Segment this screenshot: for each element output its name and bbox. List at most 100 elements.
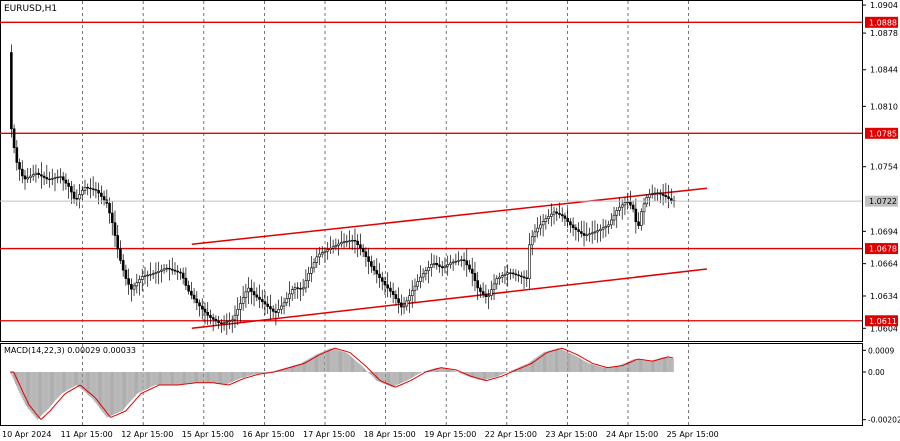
macd-histogram — [10, 348, 674, 420]
candle-body — [438, 264, 441, 267]
candle-body — [503, 273, 507, 276]
time-tick-label: 11 Apr 15:00 — [61, 430, 113, 439]
candle-body — [230, 319, 234, 322]
candle-body — [476, 280, 479, 289]
candle-body — [165, 267, 169, 270]
candle-body — [293, 287, 297, 290]
candle-body — [345, 240, 349, 243]
macd-signal-line — [10, 347, 674, 420]
candle-body — [217, 320, 220, 323]
candle-body — [320, 252, 324, 255]
candle-body — [370, 261, 373, 267]
candle-body — [555, 211, 559, 214]
candle-body — [315, 256, 319, 263]
candle-body — [626, 201, 629, 204]
candle-body — [380, 277, 384, 282]
candle-body — [263, 301, 267, 305]
candle-body — [596, 230, 599, 233]
candle-body — [612, 214, 616, 221]
level-tag-box — [865, 16, 898, 28]
candle-body — [416, 281, 419, 287]
candle-body — [610, 219, 613, 226]
candle-body — [225, 321, 229, 324]
candle-body — [260, 299, 264, 302]
candle-body — [214, 318, 218, 322]
macd-tick-label: -0.00202 — [868, 416, 900, 425]
candle-body — [449, 262, 452, 265]
candle-body — [271, 308, 275, 312]
candle-body — [574, 227, 578, 230]
candle-body — [528, 244, 531, 280]
level-tag-label: 1.0678 — [869, 245, 897, 254]
candle-body — [391, 291, 395, 295]
candle-body — [37, 172, 40, 175]
price-tick-label: 1.0634 — [870, 292, 898, 301]
candle-body — [143, 275, 147, 277]
candle-body — [146, 274, 150, 277]
candle-body — [323, 250, 327, 253]
candle-body — [31, 174, 35, 177]
candle-body — [132, 285, 136, 290]
price-tick-label: 1.0810 — [870, 102, 898, 111]
candle-body — [492, 283, 496, 291]
channel-line-upper — [191, 187, 707, 246]
candle-body — [241, 297, 245, 304]
candle-body — [558, 212, 561, 215]
candle-body — [506, 272, 509, 275]
candle-body — [18, 162, 21, 170]
candle-body — [110, 212, 114, 224]
candle-body — [113, 222, 117, 236]
candle-body — [495, 278, 499, 285]
candle-body — [326, 249, 329, 252]
candle-body — [408, 295, 411, 302]
candle-body — [29, 175, 32, 178]
candle-body — [102, 196, 106, 201]
candle-body — [304, 280, 308, 289]
level-tag-box — [865, 315, 898, 327]
macd-panel: MACD(14,22,3) 0.00029 0.00033 0.00090.00… — [0, 343, 900, 426]
candle-body — [599, 228, 602, 231]
candle-body — [667, 196, 670, 199]
candle-body — [119, 248, 122, 261]
candle-body — [42, 175, 46, 178]
candle-body — [258, 296, 261, 300]
candle-body — [340, 242, 343, 245]
candle-body — [124, 269, 128, 279]
candle-body — [604, 226, 608, 229]
current-price-tag-box — [865, 195, 898, 207]
candle-body — [590, 232, 594, 235]
candle-body — [664, 195, 668, 198]
channel-lines — [191, 187, 707, 330]
candle-body — [402, 305, 406, 308]
candle-body — [669, 198, 673, 201]
candle-body — [359, 244, 362, 249]
candle-body — [130, 284, 133, 290]
candle-body — [640, 211, 643, 226]
price-tick-label: 1.0844 — [870, 66, 898, 75]
time-tick-label: 16 Apr 15:00 — [242, 430, 294, 439]
candle-body — [10, 52, 13, 130]
macd-tick-label: 0.00 — [868, 368, 885, 377]
candle-body — [356, 240, 359, 245]
candle-body — [209, 315, 212, 318]
price-axis: 1.0904 1.0878 1.0844 1.0810 1.0754 1.0694 1.06… — [862, 1, 898, 333]
candle-body — [255, 294, 259, 298]
candle-body — [252, 291, 256, 296]
candle-body — [53, 177, 57, 179]
candle-body — [430, 264, 433, 268]
candle-body — [601, 227, 605, 230]
candle-body — [348, 240, 351, 242]
candle-body — [78, 194, 81, 200]
price-tick-label: 1.0904 — [870, 1, 898, 10]
candle-body — [372, 266, 376, 271]
candle-body — [539, 224, 542, 229]
candle-body — [470, 268, 474, 274]
candle-body — [383, 281, 387, 286]
candle-body — [220, 322, 223, 325]
candle-body — [342, 241, 346, 243]
channel-line-lower — [191, 268, 707, 330]
candle-body — [277, 308, 280, 313]
candle-body — [397, 298, 400, 304]
candle-body — [222, 322, 226, 325]
